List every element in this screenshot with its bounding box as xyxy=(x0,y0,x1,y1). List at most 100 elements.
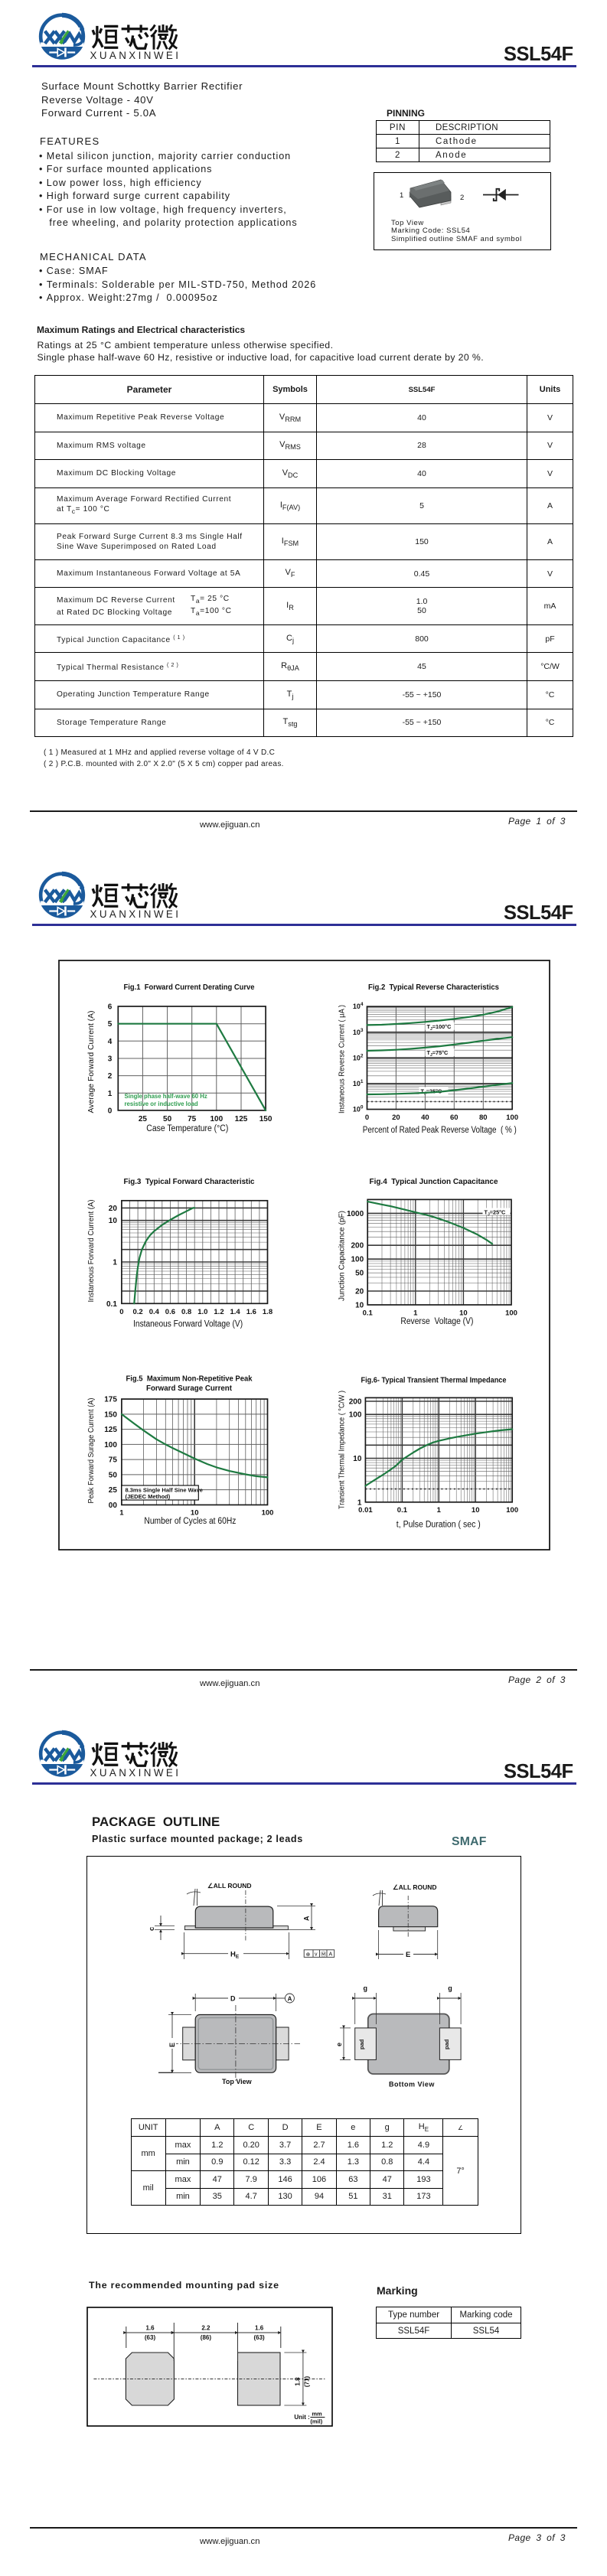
svg-text:Unit :: Unit : xyxy=(294,2414,309,2421)
svg-text:Ⓜ: Ⓜ xyxy=(321,1951,327,1958)
svg-text:Peak Forward Surage Current (A: Peak Forward Surage Current (A) xyxy=(86,1397,96,1503)
svg-text:1.2: 1.2 xyxy=(214,1307,224,1316)
svg-text:175: 175 xyxy=(104,1395,117,1404)
svg-text:0.1: 0.1 xyxy=(397,1505,407,1514)
svg-text:103: 103 xyxy=(352,1027,363,1035)
svg-text:0: 0 xyxy=(107,1107,112,1115)
svg-text:Fig.4 Typical Junction Capaci: Fig.4 Typical Junction Capacitance xyxy=(369,1177,498,1186)
svg-text:0: 0 xyxy=(119,1307,123,1316)
svg-text:pad: pad xyxy=(358,2039,365,2049)
svg-text:1.0: 1.0 xyxy=(197,1307,207,1316)
svg-text:1.4: 1.4 xyxy=(230,1307,240,1316)
svg-text:mm: mm xyxy=(312,2411,322,2418)
svg-text:Single phase half-wave 60 Hz: Single phase half-wave 60 Hz xyxy=(124,1093,207,1100)
svg-text:Junction Capacitance (pF): Junction Capacitance (pF) xyxy=(337,1211,346,1301)
svg-text:Fig.1 Forward Current Deratin: Fig.1 Forward Current Derating Curve xyxy=(123,983,254,992)
svg-text:TJ=100°C: TJ=100°C xyxy=(426,1022,452,1031)
svg-text:1.8: 1.8 xyxy=(262,1307,272,1316)
svg-text:2.2: 2.2 xyxy=(201,2325,210,2332)
svg-text:100: 100 xyxy=(352,1104,363,1113)
svg-text:A: A xyxy=(329,1952,333,1958)
svg-text:10: 10 xyxy=(353,1455,362,1463)
svg-text:5: 5 xyxy=(107,1020,112,1029)
svg-text:1: 1 xyxy=(436,1505,441,1514)
svg-text:(86): (86) xyxy=(200,2334,211,2341)
svg-text:10: 10 xyxy=(459,1309,468,1317)
svg-text:g: g xyxy=(448,1984,452,1992)
svg-text:200: 200 xyxy=(351,1241,364,1250)
svg-text:20: 20 xyxy=(392,1114,400,1122)
svg-text:125: 125 xyxy=(234,1114,247,1123)
svg-text:101: 101 xyxy=(352,1078,363,1087)
svg-text:3: 3 xyxy=(107,1055,112,1063)
svg-text:4: 4 xyxy=(107,1037,112,1045)
svg-text:Fig.3 Typical Forward Charact: Fig.3 Typical Forward Characteristic xyxy=(123,1177,254,1186)
svg-text:20: 20 xyxy=(108,1204,117,1212)
svg-text:0.1: 0.1 xyxy=(106,1299,116,1308)
svg-text:1.8: 1.8 xyxy=(294,2377,301,2386)
svg-text:TJ=25°C: TJ=25°C xyxy=(484,1208,506,1217)
svg-text:100: 100 xyxy=(348,1410,361,1419)
svg-text:00: 00 xyxy=(108,1501,117,1509)
svg-text:0.01: 0.01 xyxy=(358,1505,373,1514)
svg-text:TJ=75°C: TJ=75°C xyxy=(426,1049,449,1058)
svg-text:0.4: 0.4 xyxy=(148,1307,159,1316)
svg-text:10: 10 xyxy=(190,1508,198,1517)
svg-text:Bottom View: Bottom View xyxy=(389,2081,435,2089)
svg-text:2: 2 xyxy=(460,194,464,202)
svg-text:Percent of Rated Peak Reverse: Percent of Rated Peak Reverse Voltage ( … xyxy=(362,1126,516,1135)
svg-text:(63): (63) xyxy=(144,2334,155,2341)
svg-text:(mil): (mil) xyxy=(310,2418,322,2425)
svg-text:0.8: 0.8 xyxy=(181,1307,191,1316)
svg-text:1: 1 xyxy=(357,1498,361,1507)
svg-text:100: 100 xyxy=(261,1508,273,1517)
svg-text:100: 100 xyxy=(104,1440,117,1449)
svg-text:100: 100 xyxy=(505,1309,517,1317)
svg-text:100: 100 xyxy=(506,1114,518,1122)
svg-text:E: E xyxy=(406,1951,410,1959)
svg-text:e: e xyxy=(335,2043,343,2046)
svg-text:HE: HE xyxy=(230,1951,240,1960)
svg-text:Reverse Voltage (V): Reverse Voltage (V) xyxy=(400,1317,473,1326)
svg-text:50: 50 xyxy=(355,1269,364,1277)
svg-text:200: 200 xyxy=(348,1397,361,1406)
svg-text:6: 6 xyxy=(107,1003,112,1011)
svg-text:100: 100 xyxy=(351,1255,364,1264)
svg-text:⊕: ⊕ xyxy=(306,1952,311,1958)
svg-text:1: 1 xyxy=(119,1508,124,1517)
svg-text:Number of Cycles at 60Hz: Number of Cycles at 60Hz xyxy=(144,1517,236,1526)
svg-text:10: 10 xyxy=(471,1505,479,1514)
svg-text:150: 150 xyxy=(104,1410,117,1419)
svg-text:75: 75 xyxy=(108,1456,117,1464)
svg-text:(63): (63) xyxy=(253,2334,265,2341)
svg-text:40: 40 xyxy=(421,1114,429,1122)
svg-text:1.6: 1.6 xyxy=(255,2325,264,2332)
svg-text:0.1: 0.1 xyxy=(362,1309,373,1317)
svg-text:Instaneous Forward Voltage (V): Instaneous Forward Voltage (V) xyxy=(133,1319,243,1329)
svg-text:Fig.6- Typical Transient Therm: Fig.6- Typical Transient Thermal Impedan… xyxy=(361,1375,506,1384)
svg-text:Fig.5 Maximum Non-Repetitive: Fig.5 Maximum Non-Repetitive Peak xyxy=(126,1374,252,1383)
svg-text:100: 100 xyxy=(506,1505,518,1514)
svg-text:(71): (71) xyxy=(303,2376,310,2388)
svg-text:∠ALL ROUND: ∠ALL ROUND xyxy=(393,1883,437,1891)
svg-text:0.2: 0.2 xyxy=(132,1307,142,1316)
svg-text:t, Pulse Duration ( sec ): t, Pulse Duration ( sec ) xyxy=(396,1520,480,1529)
svg-text:25: 25 xyxy=(108,1486,117,1495)
svg-text:100: 100 xyxy=(210,1114,223,1123)
svg-text:1: 1 xyxy=(113,1258,117,1267)
svg-text:Fig.2 Typical Reverse Charact: Fig.2 Typical Reverse Characteristics xyxy=(368,983,499,992)
svg-text:0.6: 0.6 xyxy=(165,1307,175,1316)
svg-text:Forward Surage Current: Forward Surage Current xyxy=(146,1384,232,1393)
svg-text:Instaneous Forward Current (A: Instaneous Forward Current (A) xyxy=(86,1199,96,1302)
svg-text:Top View: Top View xyxy=(222,2078,253,2085)
svg-text:50: 50 xyxy=(108,1471,117,1479)
svg-text:D: D xyxy=(230,1995,236,2003)
svg-text:1.6: 1.6 xyxy=(145,2325,155,2332)
svg-text:25: 25 xyxy=(138,1114,147,1123)
svg-text:A: A xyxy=(288,1995,292,2002)
svg-text:60: 60 xyxy=(450,1114,459,1122)
svg-text:125: 125 xyxy=(104,1426,117,1434)
svg-text:50: 50 xyxy=(163,1114,172,1123)
svg-text:75: 75 xyxy=(188,1114,197,1123)
svg-text:pad: pad xyxy=(443,2039,450,2049)
